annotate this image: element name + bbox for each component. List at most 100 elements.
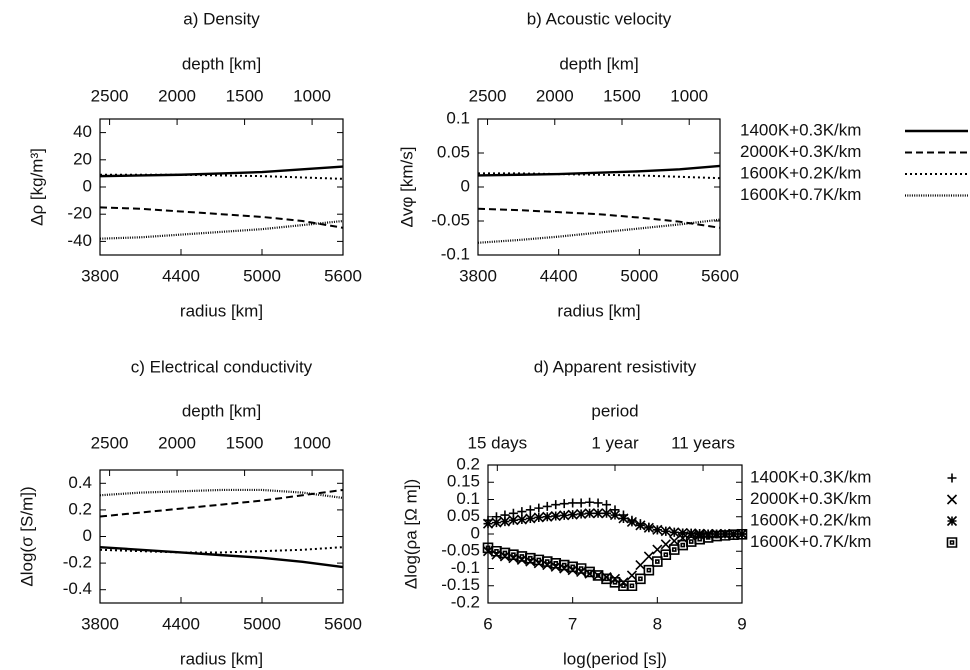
series-line	[478, 172, 721, 180]
marker	[550, 561, 561, 572]
marker	[736, 529, 748, 540]
series-line	[99, 219, 344, 240]
marker	[491, 517, 502, 528]
x-tick-label: 4400	[162, 266, 200, 285]
x2-axis-label: depth [km]	[559, 54, 638, 73]
x-tick-label: 5000	[620, 266, 658, 285]
series-line	[99, 488, 344, 500]
marker	[685, 536, 697, 547]
marker	[626, 580, 638, 592]
marker	[635, 559, 646, 571]
marker	[652, 524, 663, 535]
y-axis-label: Δlog(σ [S/m])	[17, 486, 36, 586]
marker	[686, 528, 697, 539]
marker	[551, 500, 561, 510]
marker	[533, 512, 544, 523]
marker	[559, 499, 569, 509]
x2-axis-label: depth [km]	[182, 401, 261, 420]
y-tick-label: 0.1	[446, 108, 470, 127]
plot-frame	[99, 469, 344, 604]
panel-title: a) Density	[183, 9, 260, 28]
y-axis-label: Δvφ [km/s]	[397, 147, 416, 228]
marker	[576, 566, 587, 578]
marker	[618, 513, 629, 524]
x-tick-label: 3800	[81, 266, 119, 285]
y-tick-label: 20	[73, 149, 92, 168]
x-tick-label: 3800	[81, 614, 119, 633]
marker	[660, 539, 671, 550]
marker	[593, 508, 604, 519]
marker	[669, 535, 680, 546]
x2-tick-label: 2000	[536, 86, 574, 105]
y-tick-label: -0.2	[451, 592, 480, 611]
legend-swatch	[946, 537, 958, 548]
x2-tick-label: 11 years	[671, 433, 735, 452]
marker	[602, 500, 612, 510]
y-tick-label: 0	[461, 176, 470, 195]
x-tick-label: 5600	[324, 266, 362, 285]
series-line	[477, 207, 721, 229]
marker	[694, 533, 705, 545]
marker	[567, 509, 578, 520]
marker	[660, 549, 672, 560]
plot-frame	[477, 118, 721, 256]
legend-label: 1400K+0.3K/km	[750, 467, 871, 486]
marker	[585, 497, 595, 507]
marker	[499, 516, 510, 527]
marker	[576, 508, 587, 520]
y-tick-label: -40	[67, 231, 92, 250]
marker	[542, 511, 553, 522]
x2-tick-label: 1000	[293, 86, 331, 105]
legend-label: 1600K+0.7K/km	[750, 532, 871, 551]
x-tick-label: 5600	[324, 614, 362, 633]
x-tick-label: 5000	[243, 266, 281, 285]
y-tick-label: -0.4	[63, 579, 92, 598]
series-line	[99, 545, 344, 569]
x-tick-label: 6	[483, 614, 492, 633]
y-tick-label: -0.05	[441, 541, 480, 560]
y-tick-label: -0.1	[441, 244, 470, 263]
marker	[542, 501, 552, 511]
y-tick-label: 0.1	[456, 489, 480, 508]
marker	[542, 559, 553, 571]
marker	[593, 498, 603, 508]
marker	[652, 556, 663, 567]
y-tick-label: 0.05	[437, 142, 470, 161]
marker	[482, 518, 494, 529]
marker	[568, 498, 578, 508]
marker	[491, 549, 502, 560]
marker	[626, 570, 637, 581]
marker	[677, 527, 688, 539]
marker	[482, 546, 494, 557]
marker	[499, 551, 510, 562]
y-tick-label: -20	[67, 204, 92, 223]
x2-tick-label: 2500	[469, 86, 507, 105]
marker	[703, 528, 714, 540]
marker	[694, 528, 705, 539]
panel-title: b) Acoustic velocity	[527, 9, 672, 28]
x-tick-label: 5600	[701, 266, 739, 285]
marker	[728, 528, 739, 540]
y-tick-label: 0.15	[447, 472, 480, 491]
y-tick-label: 0	[471, 523, 480, 542]
series-line	[100, 173, 344, 180]
x2-tick-label: 1000	[670, 86, 708, 105]
marker	[635, 573, 646, 585]
marker	[517, 507, 527, 517]
x-tick-label: 8	[653, 614, 662, 633]
marker	[559, 510, 570, 521]
marker	[618, 577, 629, 588]
x2-tick-label: 1500	[603, 86, 641, 105]
panel-title: c) Electrical conductivity	[131, 357, 313, 376]
marker	[593, 570, 604, 581]
marker	[584, 566, 595, 578]
panel-title: d) Apparent resistivity	[534, 357, 697, 376]
marker	[609, 509, 621, 521]
y-tick-label: 0	[83, 176, 92, 195]
legend-label: 1600K+0.7K/km	[740, 185, 861, 204]
marker	[626, 516, 637, 527]
x2-axis-label: depth [km]	[182, 54, 261, 73]
marker	[677, 539, 689, 551]
marker	[652, 544, 663, 555]
